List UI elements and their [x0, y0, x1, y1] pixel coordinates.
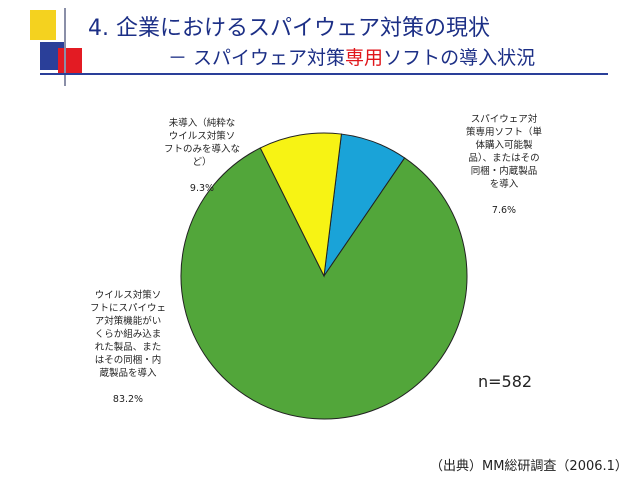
decor-vertical-line: [64, 8, 66, 86]
pie-slice-not-installed: [259, 132, 342, 278]
slice-label-not-installed: 未導入（純粋な ウイルス対策ソ フトのみを導入な ど） 9.3%: [163, 118, 240, 194]
slide-title: 4. 企業におけるスパイウェア対策の現状: [88, 16, 490, 41]
pie-slice-integrated: [180, 147, 468, 420]
slice-label-dedicated: スパイウェア対 策専用ソフト（単 体購入可能製 品）、またはその 同梱・内蔵製品…: [465, 114, 542, 216]
decor-yellow-square: [30, 10, 56, 40]
decor-red-square: [58, 48, 82, 74]
title-underline: [40, 73, 608, 75]
source-note: （出典）MM総研調査（2006.1）: [430, 459, 628, 474]
slide-subtitle: － スパイウェア対策専用ソフトの導入状況: [168, 47, 536, 69]
sample-size: n=582: [478, 372, 533, 391]
slice-label-integrated: ウイルス対策ソ フトにスパイウェ ア対策機能がい くらか組み込ま れた製品、また…: [89, 290, 166, 405]
